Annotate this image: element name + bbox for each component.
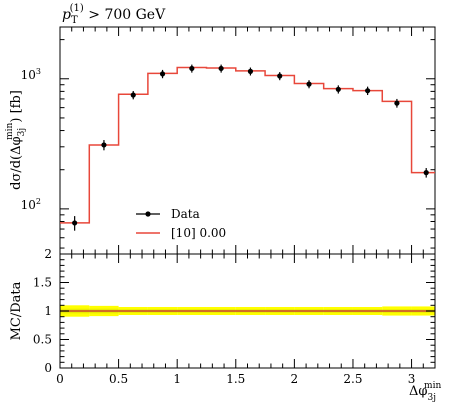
ratio-y-axis-label: MC/Data bbox=[9, 281, 24, 340]
ratio-y-tick-label: 0 bbox=[44, 361, 52, 375]
x-tick-label: 2.5 bbox=[343, 372, 362, 386]
y-tick-label-1000: 103 bbox=[21, 67, 41, 82]
ratio-y-tick-label: 1.5 bbox=[33, 276, 52, 290]
main-panel-frame bbox=[59, 26, 436, 255]
ratio-y-tick-label: 0.5 bbox=[33, 333, 52, 347]
y-axis-label: dσ/d(Δφ3jmin) [fb] bbox=[5, 90, 27, 190]
x-tick-label: 1 bbox=[173, 372, 181, 386]
x-tick-label: 2 bbox=[291, 372, 299, 386]
legend: Data [10] 0.00 bbox=[136, 207, 226, 240]
data-point bbox=[130, 92, 136, 98]
data-point bbox=[159, 71, 166, 77]
data-point bbox=[423, 170, 429, 176]
main-y-ticks bbox=[60, 39, 435, 249]
x-tick-label: 1.5 bbox=[226, 372, 245, 386]
x-tick-label: 0 bbox=[56, 372, 64, 386]
ratio-y-tick-label: 1 bbox=[44, 304, 52, 318]
title-sub: T bbox=[71, 15, 78, 26]
data-point bbox=[189, 65, 195, 72]
mc-step-line bbox=[60, 66, 435, 224]
main-x-ticks bbox=[59, 27, 436, 254]
data-point bbox=[394, 100, 400, 106]
y-tick-label-100: 102 bbox=[21, 197, 41, 212]
data-point bbox=[365, 88, 371, 94]
title-rest: > 700 GeV bbox=[84, 7, 166, 23]
main-series bbox=[60, 64, 435, 231]
ratio-y-ticks: 0 0.5 1 1.5 2 bbox=[33, 247, 435, 375]
legend-data-marker bbox=[145, 211, 151, 217]
title-sup: (1) bbox=[70, 3, 84, 14]
ratio-x-ticks: 0 0.5 1 1.5 2 2.5 3 bbox=[56, 254, 436, 386]
chart-title: pT(1) > 700 GeV bbox=[62, 3, 166, 26]
data-point bbox=[101, 142, 107, 148]
legend-mc-label: [10] 0.00 bbox=[171, 226, 226, 240]
data-point bbox=[306, 81, 312, 87]
main-panel: 103 102 dσ/d(Δφ3jmin) [fb] Data [10] 0.0… bbox=[5, 26, 436, 255]
data-point bbox=[247, 68, 254, 74]
data-point bbox=[72, 220, 78, 226]
data-point bbox=[218, 65, 224, 72]
ratio-panel: 0 0.5 1 1.5 2 0 0.5 1 1.5 2 2.5 3 MC/Data Δφ3jmin bbox=[9, 247, 441, 403]
x-axis-label: Δφ3jmin bbox=[409, 381, 441, 403]
x-tick-label: 3 bbox=[408, 372, 416, 386]
title-var: p bbox=[62, 7, 71, 23]
data-point bbox=[335, 86, 341, 92]
legend-data-label: Data bbox=[171, 207, 200, 221]
ratio-y-tick-label: 2 bbox=[44, 247, 52, 261]
x-tick-label: 0.5 bbox=[109, 372, 128, 386]
data-point bbox=[277, 73, 283, 79]
